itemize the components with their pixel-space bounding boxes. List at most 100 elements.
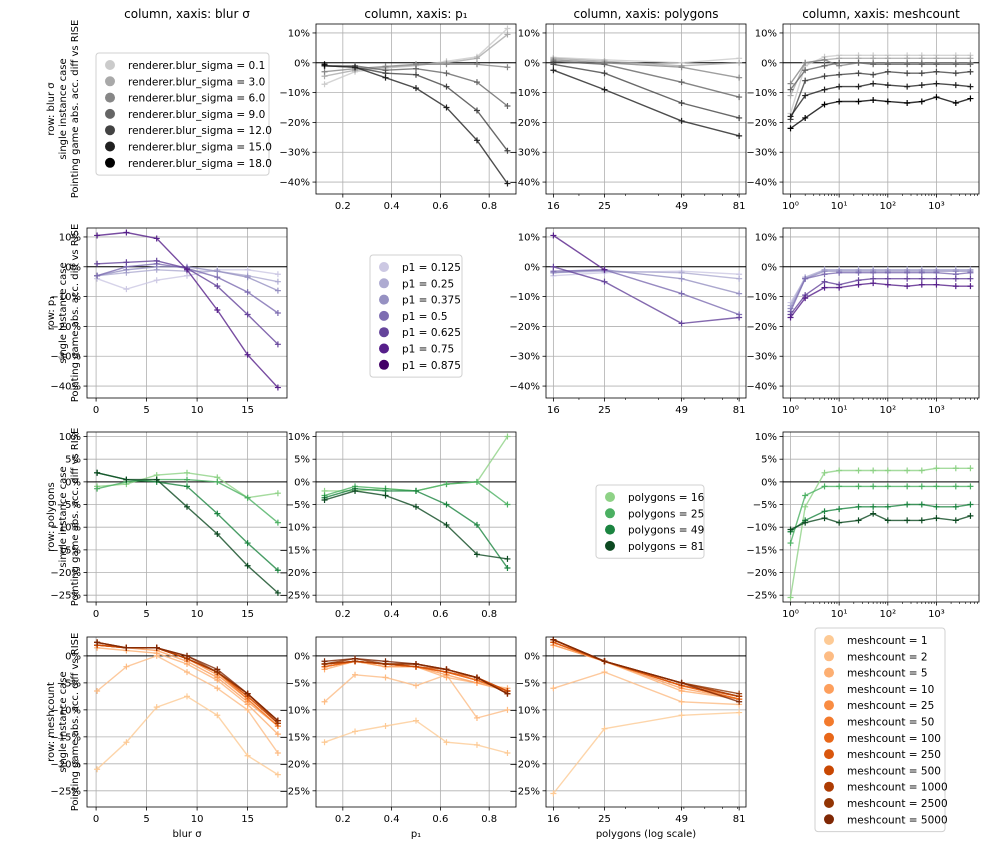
axes-frame <box>545 23 747 195</box>
x-tick-label: 10 <box>191 814 204 825</box>
axes-frame <box>86 431 288 603</box>
data-point <box>821 62 828 69</box>
data-point <box>274 384 281 391</box>
axes-frame <box>545 636 747 808</box>
y-tick-label: −25% <box>746 591 777 602</box>
data-point <box>870 269 877 276</box>
data-point <box>443 61 450 68</box>
legend-label: meshcount = 5 <box>847 668 928 680</box>
y-tick-label: 5% <box>65 455 81 466</box>
data-point <box>836 71 843 78</box>
legend-marker <box>824 814 834 825</box>
legend-marker <box>824 683 834 694</box>
data-point <box>736 94 743 101</box>
data-point <box>918 98 925 105</box>
data-point <box>904 70 911 77</box>
data-point <box>736 275 743 282</box>
data-point <box>274 341 281 348</box>
y-tick-label: −15% <box>279 732 310 743</box>
legend-label: meshcount = 100 <box>847 733 941 745</box>
series-line <box>97 231 279 389</box>
data-point <box>244 311 251 318</box>
data-point <box>967 275 974 282</box>
legend-marker <box>824 667 834 678</box>
data-point <box>214 268 221 275</box>
y-tick-label: −10% <box>509 292 540 303</box>
data-point <box>443 481 450 488</box>
data-point <box>802 503 809 510</box>
data-point <box>184 669 190 676</box>
y-tick-label: −25% <box>50 786 81 797</box>
panel-r2-c0: 10% 5% 0% −5% −10% −15% −20% −25% 0 5 10 15 <box>50 431 288 620</box>
y-tick-label: −40% <box>746 178 777 189</box>
y-tick-label: −20% <box>509 322 540 333</box>
y-tick-label: 10% <box>518 28 540 39</box>
data-point <box>855 517 862 524</box>
data-point <box>904 275 911 282</box>
x-tick-label: 5 <box>143 814 149 825</box>
x-tick-label: 10² <box>879 405 896 416</box>
row-label-0-line-2: Pointing game abs. acc. diff vs RISE <box>70 20 81 199</box>
data-point <box>550 263 557 270</box>
y-tick-label: −10% <box>746 523 777 534</box>
y-tick-label: −30% <box>509 148 540 159</box>
series-line <box>789 270 971 309</box>
data-point <box>836 483 843 490</box>
legend-label: meshcount = 2 <box>847 651 928 663</box>
legend-marker <box>605 540 615 551</box>
series-line <box>96 472 279 594</box>
x-tick-label: 0.4 <box>384 201 400 212</box>
data-point <box>352 728 359 735</box>
data-point <box>413 71 419 78</box>
legend-label: renderer.blur_sigma = 9.0 <box>128 109 265 121</box>
data-point <box>678 64 685 71</box>
data-point <box>821 284 828 291</box>
data-point <box>904 517 911 524</box>
data-point <box>443 104 450 111</box>
data-point <box>933 68 940 75</box>
y-tick-label: −20% <box>509 118 540 129</box>
y-tick-label: 0% <box>65 477 81 488</box>
series-line <box>553 60 740 98</box>
data-point <box>870 97 877 104</box>
data-point <box>855 281 862 288</box>
data-point <box>821 508 828 515</box>
data-point <box>550 685 557 692</box>
data-point <box>870 71 877 78</box>
data-point <box>836 506 843 513</box>
data-point <box>802 114 809 121</box>
data-point <box>736 698 743 705</box>
legend-label: polygons = 16 <box>628 492 705 504</box>
legend-marker <box>379 359 389 370</box>
data-point <box>550 67 557 74</box>
data-point <box>678 712 685 719</box>
y-tick-label: −40% <box>746 382 777 393</box>
data-point <box>918 275 925 282</box>
data-point <box>184 483 190 490</box>
legend-marker <box>824 749 834 760</box>
data-point <box>382 658 389 665</box>
data-point <box>473 674 480 681</box>
data-point <box>274 310 281 316</box>
data-point <box>504 565 511 571</box>
data-point <box>321 658 328 665</box>
data-point <box>123 739 130 746</box>
x-tick-label: 0.6 <box>432 814 448 825</box>
row-label-0-line-0: row: blur σ <box>46 82 57 136</box>
data-point <box>821 483 828 490</box>
data-point <box>94 766 101 773</box>
data-point <box>967 283 974 290</box>
series-line <box>790 503 971 533</box>
data-point <box>821 73 828 80</box>
axes-frame <box>315 636 517 808</box>
y-tick-label: −5% <box>286 678 310 689</box>
series-line <box>324 65 509 185</box>
y-tick-label: −20% <box>50 322 81 333</box>
y-tick-label: −40% <box>509 382 540 393</box>
y-tick-label: −20% <box>746 322 777 333</box>
legend-label: meshcount = 2500 <box>847 798 948 810</box>
x-tick-label: 0 <box>93 814 99 825</box>
data-point <box>855 59 862 66</box>
legend-label: p1 = 0.625 <box>402 327 461 339</box>
data-point <box>321 61 328 68</box>
